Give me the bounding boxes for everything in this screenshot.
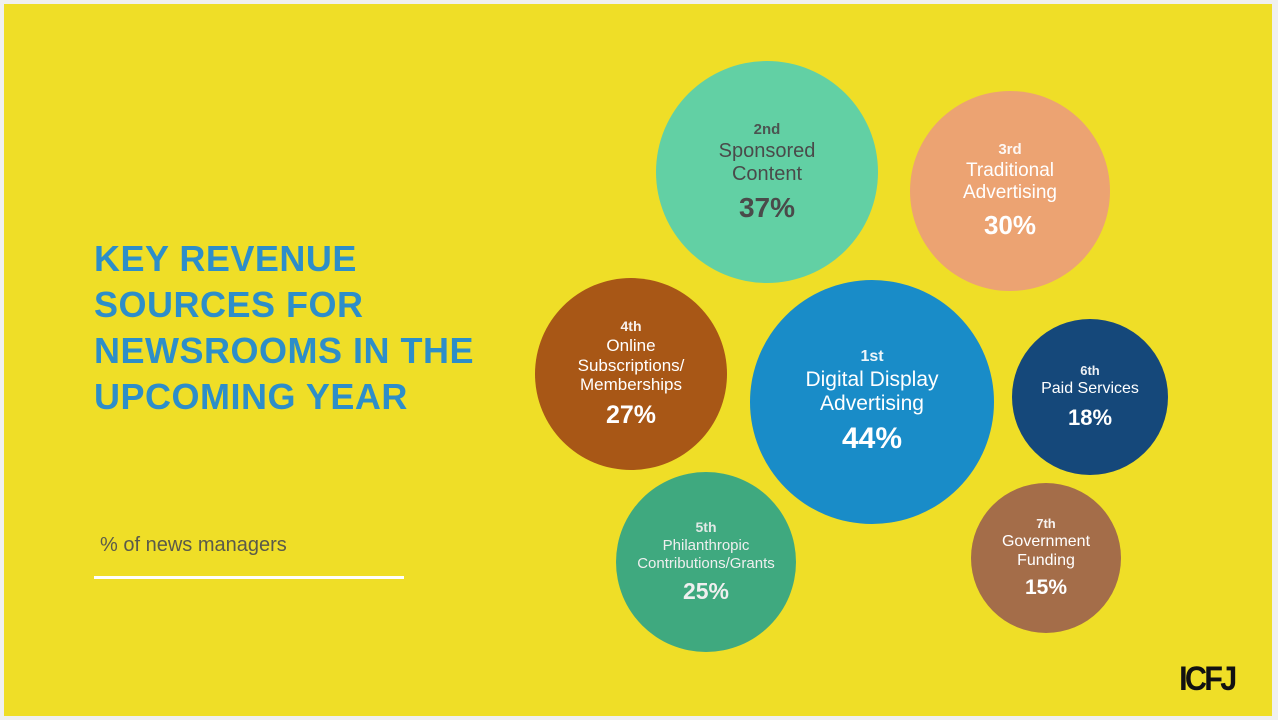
slide-title: KEY REVENUE SOURCES FOR NEWSROOMS IN THE… bbox=[94, 236, 514, 420]
bubble-rank: 5th bbox=[696, 519, 717, 535]
bubble-rank: 1st bbox=[860, 348, 883, 366]
slide-subtitle: % of news managers bbox=[100, 534, 287, 557]
slide-background: KEY REVENUE SOURCES FOR NEWSROOMS IN THE… bbox=[4, 4, 1272, 716]
bubble-traditional-advertising: 3rd Traditional Advertising 30% bbox=[910, 91, 1110, 291]
bubble-government-funding: 7th Government Funding 15% bbox=[971, 483, 1121, 633]
icfj-logo: ICFJ bbox=[1179, 660, 1235, 699]
bubble-rank: 4th bbox=[621, 318, 642, 334]
bubble-percent: 30% bbox=[984, 210, 1036, 241]
bubble-label: Government Funding bbox=[986, 533, 1106, 570]
bubble-rank: 2nd bbox=[754, 121, 781, 138]
bubble-percent: 44% bbox=[842, 422, 902, 456]
bubble-online-subscriptions: 4th Online Subscriptions/ Memberships 27% bbox=[535, 278, 727, 470]
bubble-label: Sponsored Content bbox=[692, 140, 842, 186]
bubble-percent: 15% bbox=[1025, 576, 1067, 600]
bubble-philanthropic: 5th Philanthropic Contributions/Grants 25% bbox=[616, 472, 796, 652]
bubble-label: Paid Services bbox=[1041, 380, 1139, 398]
bubble-label: Digital Display Advertising bbox=[787, 368, 957, 416]
bubble-percent: 25% bbox=[683, 578, 729, 605]
bubble-label: Traditional Advertising bbox=[935, 160, 1085, 204]
bubble-label: Philanthropic Contributions/Grants bbox=[626, 537, 786, 572]
bubble-percent: 27% bbox=[606, 401, 656, 430]
bubble-rank: 3rd bbox=[998, 141, 1021, 158]
bubble-sponsored-content: 2nd Sponsored Content 37% bbox=[656, 61, 878, 283]
bubble-percent: 37% bbox=[739, 192, 795, 224]
bubble-label: Online Subscriptions/ Memberships bbox=[551, 336, 711, 395]
bubble-percent: 18% bbox=[1068, 405, 1112, 431]
title-underline bbox=[94, 576, 404, 579]
bubble-paid-services: 6th Paid Services 18% bbox=[1012, 319, 1168, 475]
bubble-digital-display-advertising: 1st Digital Display Advertising 44% bbox=[750, 280, 994, 524]
bubble-rank: 6th bbox=[1080, 363, 1100, 378]
bubble-rank: 7th bbox=[1036, 516, 1056, 531]
